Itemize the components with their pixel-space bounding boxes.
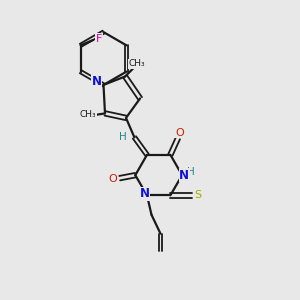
Text: N: N xyxy=(92,75,102,88)
Text: H: H xyxy=(187,167,195,177)
Text: H: H xyxy=(119,132,127,142)
Text: CH₃: CH₃ xyxy=(129,59,146,68)
Text: F: F xyxy=(96,34,102,44)
Text: N: N xyxy=(140,187,150,200)
Text: N: N xyxy=(179,169,189,182)
Text: O: O xyxy=(175,128,184,138)
Text: S: S xyxy=(194,190,202,200)
Text: O: O xyxy=(109,174,118,184)
Text: CH₃: CH₃ xyxy=(80,110,96,119)
